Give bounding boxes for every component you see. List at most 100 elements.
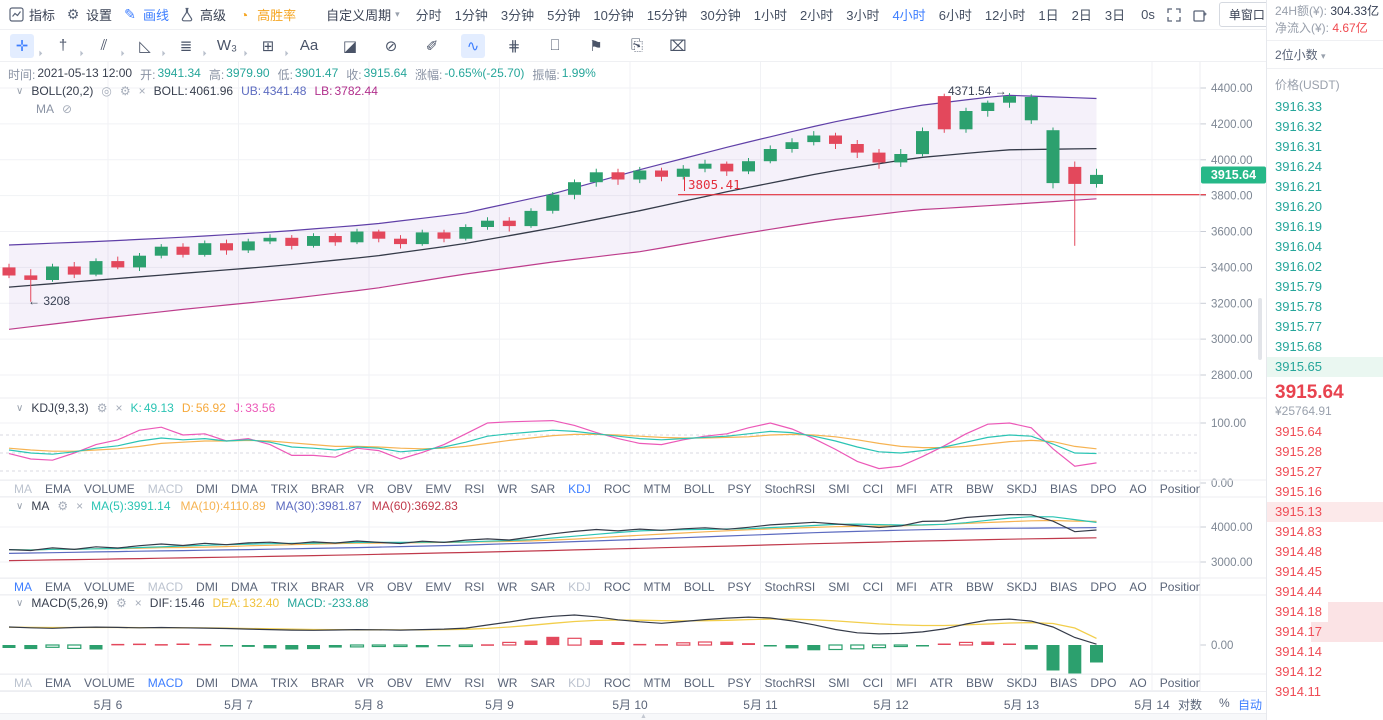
close-icon[interactable]: × <box>76 499 84 513</box>
tab-volume-row0[interactable]: VOLUME <box>84 481 135 496</box>
tab-brar-row2[interactable]: BRAR <box>311 675 345 690</box>
tab-wr-row0[interactable]: WR <box>497 481 518 496</box>
ask-price-row[interactable]: 3915.77 <box>1267 317 1383 337</box>
bid-price-row[interactable]: 3914.45 <box>1267 562 1383 582</box>
bid-price-row[interactable]: 3915.64 <box>1267 422 1383 442</box>
tab-vr-row1[interactable]: VR <box>357 579 375 594</box>
ask-price-row[interactable]: 3916.31 <box>1267 137 1383 157</box>
tab-dpo-row1[interactable]: DPO <box>1090 579 1117 594</box>
ask-price-row[interactable]: 3916.04 <box>1267 237 1383 257</box>
tab-volume-row2[interactable]: VOLUME <box>84 675 135 690</box>
tab-mfi-row0[interactable]: MFI <box>896 481 917 496</box>
tab-dma-row2[interactable]: DMA <box>231 675 258 690</box>
period-15分钟[interactable]: 15分钟 <box>646 8 688 23</box>
tab-dmi-row1[interactable]: DMI <box>196 579 219 594</box>
tab-dma-row1[interactable]: DMA <box>231 579 258 594</box>
date-axis[interactable]: 5月 6 5月 7 5月 8 5月 9 5月 10 5月 11 5月 12 5月 13 5月 1… <box>0 691 1266 713</box>
tab-ma-row1[interactable]: MA <box>14 579 32 594</box>
ask-price-row[interactable]: 3915.68 <box>1267 337 1383 357</box>
auto-scale-button[interactable]: 自动 <box>1238 698 1263 712</box>
bid-price-row[interactable]: 3914.48 <box>1267 542 1383 562</box>
gear-icon[interactable]: ⚙ <box>116 596 127 610</box>
period-10分钟[interactable]: 10分钟 <box>593 8 634 23</box>
decimals-dropdown[interactable]: 2位小数 ▾ <box>1267 41 1383 69</box>
period-2日[interactable]: 2日 <box>1071 8 1092 23</box>
ask-price-row[interactable]: 3915.78 <box>1267 297 1383 317</box>
period-3分钟[interactable]: 3分钟 <box>500 8 535 23</box>
ask-price-row[interactable]: 3916.21 <box>1267 177 1383 197</box>
ask-price-row[interactable]: 3916.24 <box>1267 157 1383 177</box>
period-4小时[interactable]: 4小时 <box>892 8 926 23</box>
log-scale-button[interactable]: 对数 <box>1178 698 1203 712</box>
percent-scale-button[interactable]: % <box>1219 696 1230 710</box>
chevron-down-icon[interactable]: ∨ <box>16 500 24 512</box>
settings-button[interactable]: ⚙ 设置 <box>65 5 112 24</box>
tab-vr-row0[interactable]: VR <box>357 481 375 496</box>
tab-obv-row2[interactable]: OBV <box>387 675 413 690</box>
tab-position-row1[interactable]: Position <box>1159 579 1200 594</box>
tab-boll-row0[interactable]: BOLL <box>683 481 715 496</box>
lock-tool-icon[interactable]: ⎕ <box>550 37 560 54</box>
tab-cci-row0[interactable]: CCI <box>862 481 884 496</box>
fullscreen-icon[interactable] <box>1167 6 1181 24</box>
tab-atr-row2[interactable]: ATR <box>929 675 954 690</box>
zero-s-button[interactable]: 0s <box>1141 7 1155 22</box>
tab-kdj-row1[interactable]: KDJ <box>568 579 591 594</box>
tab-position-row2[interactable]: Position <box>1159 675 1200 690</box>
tab-boll-row1[interactable]: BOLL <box>683 579 715 594</box>
tab-brar-row1[interactable]: BRAR <box>311 579 345 594</box>
chevron-down-icon[interactable]: ∨ <box>16 597 24 609</box>
custom-period-dropdown[interactable]: 自定义周期 ▾ <box>326 5 400 24</box>
bid-price-row[interactable]: 3914.18 <box>1267 602 1383 622</box>
tab-bias-row1[interactable]: BIAS <box>1050 579 1078 594</box>
axis-scrollbar-thumb[interactable] <box>1258 298 1262 360</box>
close-icon[interactable]: × <box>115 401 123 415</box>
period-1日[interactable]: 1日 <box>1038 8 1059 23</box>
tab-dmi-row0[interactable]: DMI <box>196 481 219 496</box>
cursor-cross-tool-icon[interactable]: † <box>51 34 75 58</box>
tab-skdj-row2[interactable]: SKDJ <box>1006 675 1038 690</box>
tab-trix-row2[interactable]: TRIX <box>270 675 299 690</box>
tab-emv-row2[interactable]: EMV <box>425 675 452 690</box>
triangle-tool-icon[interactable]: ◺ <box>133 34 157 58</box>
tab-ma-row2[interactable]: MA <box>14 675 32 690</box>
gear-icon[interactable]: ⚙ <box>96 401 108 415</box>
bid-price-row[interactable]: 3914.83 <box>1267 522 1383 542</box>
tab-rsi-row0[interactable]: RSI <box>464 481 485 496</box>
tab-skdj-row0[interactable]: SKDJ <box>1006 481 1038 496</box>
tab-ema-row2[interactable]: EMA <box>45 675 72 690</box>
bid-price-row[interactable]: 3915.27 <box>1267 462 1383 482</box>
ask-price-row[interactable]: 3915.79 <box>1267 277 1383 297</box>
tab-sar-row2[interactable]: SAR <box>530 675 556 690</box>
close-icon[interactable]: × <box>134 596 142 610</box>
disable-draw-tool-icon[interactable]: ⊘ <box>384 37 398 55</box>
tab-trix-row1[interactable]: TRIX <box>270 579 299 594</box>
bid-price-row[interactable]: 3914.44 <box>1267 582 1383 602</box>
tab-wr-row1[interactable]: WR <box>497 579 518 594</box>
tab-dmi-row2[interactable]: DMI <box>196 675 219 690</box>
chevron-down-icon[interactable]: ∨ <box>16 85 24 97</box>
period-30分钟[interactable]: 30分钟 <box>700 8 741 23</box>
tab-mfi-row1[interactable]: MFI <box>896 579 917 594</box>
horizontal-lines-tool-icon[interactable]: ≣ <box>174 34 198 58</box>
bid-price-row[interactable]: 3915.28 <box>1267 442 1383 462</box>
tab-brar-row0[interactable]: BRAR <box>311 481 345 496</box>
tab-ao-row2[interactable]: AO <box>1129 675 1147 690</box>
indicators-button[interactable]: 指标 <box>8 5 55 24</box>
ask-price-row[interactable]: 3915.65 <box>1267 357 1383 377</box>
ask-price-row[interactable]: 3916.33 <box>1267 97 1383 117</box>
chevron-down-icon[interactable]: ∨ <box>16 402 24 414</box>
tab-mtm-row0[interactable]: MTM <box>643 481 671 496</box>
tab-bbw-row1[interactable]: BBW <box>966 579 994 594</box>
period-分时[interactable]: 分时 <box>415 8 442 23</box>
tab-skdj-row1[interactable]: SKDJ <box>1006 579 1038 594</box>
tab-stochrsi-row2[interactable]: StochRSI <box>764 675 816 690</box>
tab-ao-row1[interactable]: AO <box>1129 579 1147 594</box>
segment-tool-icon[interactable]: ✐ <box>425 37 439 55</box>
eye-icon[interactable]: ◎ <box>101 84 112 98</box>
bid-price-row[interactable]: 3914.12 <box>1267 662 1383 682</box>
pattern-tool-icon[interactable]: ⋕ <box>507 37 521 55</box>
tab-cci-row1[interactable]: CCI <box>862 579 884 594</box>
tab-roc-row2[interactable]: ROC <box>603 675 631 690</box>
tab-stochrsi-row1[interactable]: StochRSI <box>764 579 816 594</box>
